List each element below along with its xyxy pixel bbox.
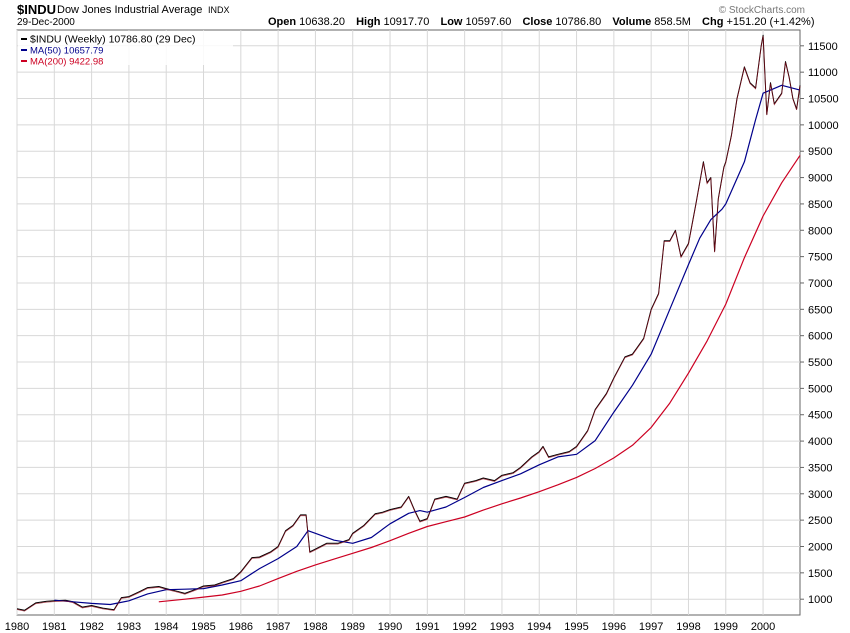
brand-link[interactable]: © StockCharts.com: [718, 5, 805, 16]
y-tick-label: 7500: [808, 252, 832, 264]
x-tick-label: 1981: [42, 621, 66, 633]
x-tick-label: 1996: [602, 621, 626, 633]
x-tick-label: 1990: [378, 621, 402, 633]
x-tick-label: 2000: [751, 621, 775, 633]
x-tick-label: 1989: [340, 621, 364, 633]
index-name: Dow Jones Industrial Average: [57, 4, 203, 16]
x-tick-label: 1998: [676, 621, 700, 633]
x-tick-label: 1984: [154, 621, 178, 633]
y-tick-label: 3500: [808, 462, 832, 474]
x-tick-label: 1986: [229, 621, 253, 633]
x-tick-label: 1980: [5, 621, 29, 633]
legend-entry: $INDU (Weekly) 10786.80 (29 Dec): [30, 34, 196, 46]
y-tick-label: 7000: [808, 278, 832, 290]
ticker-symbol: $INDU: [17, 2, 57, 17]
open-label: Open: [268, 16, 297, 28]
x-tick-label: 1983: [117, 621, 141, 633]
y-tick-label: 2500: [808, 515, 832, 527]
y-tick-label: 10000: [808, 120, 839, 132]
x-tick-label: 1991: [415, 621, 439, 633]
close-label: Close: [522, 16, 553, 28]
x-tick-label: 1992: [452, 621, 476, 633]
chg-label: Chg: [702, 16, 724, 28]
volume-label: Volume: [612, 16, 652, 28]
ma50-line: [54, 84, 801, 606]
high-label: High: [356, 16, 381, 28]
y-tick-label: 5000: [808, 383, 832, 395]
x-tick-label: 1994: [527, 621, 551, 633]
y-tick-label: 2000: [808, 541, 832, 553]
y-tick-label: 9500: [808, 146, 832, 158]
x-tick-label: 1982: [79, 621, 103, 633]
close-value: 10786.80: [555, 16, 602, 28]
x-tick-label: 1985: [191, 621, 215, 633]
volume-value: 858.5M: [654, 16, 691, 28]
plot-area: [16, 29, 801, 616]
ma200-line: [158, 155, 801, 603]
y-tick-label: 8000: [808, 225, 832, 237]
x-tick-label: 1988: [303, 621, 327, 633]
y-tick-label: 1500: [808, 568, 832, 580]
quote-stats: Open 10638.20 High 10917.70 Low 10597.60 Cl…: [268, 16, 815, 28]
y-tick-label: 9000: [808, 173, 832, 185]
chart-date: 29-Dec-2000: [17, 17, 75, 28]
x-tick-label: 1997: [639, 621, 663, 633]
y-tick-label: 5500: [808, 357, 832, 369]
y-tick-label: 6000: [808, 331, 832, 343]
y-tick-label: 4000: [808, 436, 832, 448]
y-tick-label: 3000: [808, 489, 832, 501]
high-value: 10917.70: [383, 16, 430, 28]
legend-entry: MA(50) 10657.79: [30, 46, 103, 57]
y-tick-label: 1000: [808, 594, 832, 606]
chg-value: +151.20 (+1.42%): [726, 16, 815, 28]
x-tick-label: 1987: [266, 621, 290, 633]
x-tick-label: 1993: [490, 621, 514, 633]
legend-entry: MA(200) 9422.98: [30, 57, 103, 68]
low-label: Low: [440, 16, 463, 28]
y-tick-label: 6500: [808, 304, 832, 316]
x-tick-label: 1995: [564, 621, 588, 633]
low-value: 10597.60: [465, 16, 512, 28]
y-tick-label: 11500: [808, 41, 838, 53]
x-tick-label: 1999: [714, 621, 738, 633]
y-tick-label: 11000: [808, 67, 838, 79]
exchange-label: INDX: [208, 5, 230, 15]
y-tick-label: 8500: [808, 199, 832, 211]
legend-box: [18, 31, 233, 65]
y-tick-label: 4500: [808, 410, 832, 422]
open-value: 10638.20: [299, 16, 346, 28]
price-highlight-line: [16, 36, 801, 612]
y-tick-label: 10500: [808, 94, 839, 106]
